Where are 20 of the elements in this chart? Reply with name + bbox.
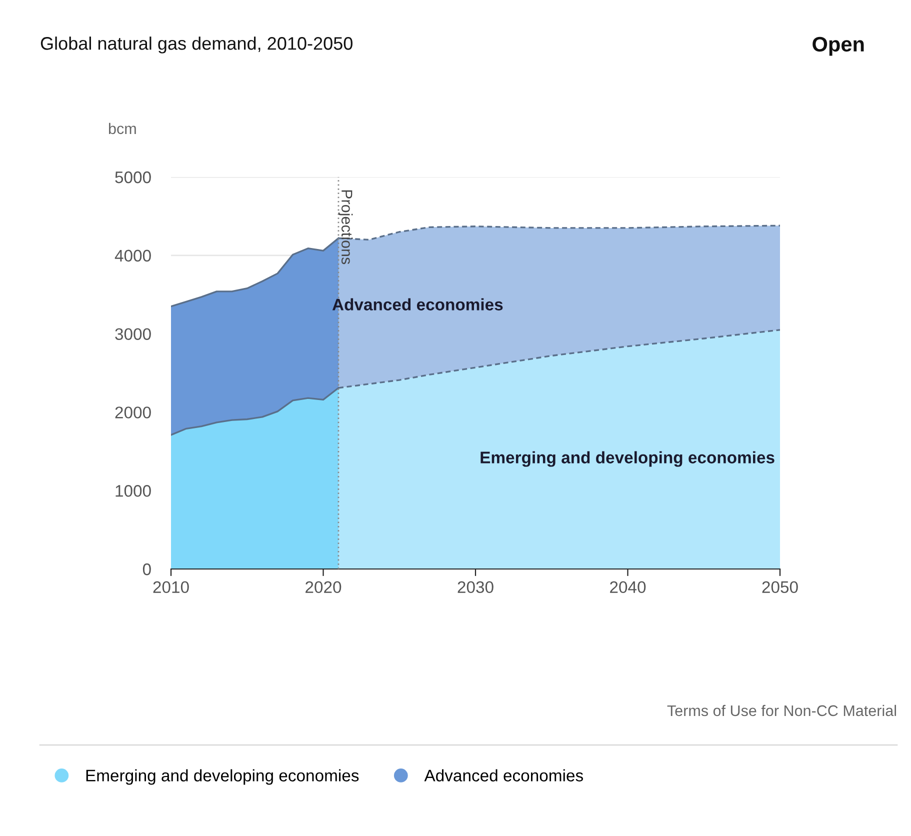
legend-label: Emerging and developing economies <box>86 769 359 785</box>
y-tick-label: 2000 <box>115 406 151 418</box>
annotation: Advanced economies <box>332 298 503 310</box>
y-tick-label: 5000 <box>115 171 151 184</box>
ref-line-label: Projections <box>338 190 353 264</box>
chart-title: Global natural gas demand, 2010-2050 <box>40 36 352 54</box>
y-tick-label: 4000 <box>114 250 151 262</box>
x-tick-label: 2020 <box>306 581 342 594</box>
text: Open <box>812 36 864 56</box>
text: Terms of Use for Non-CC Material <box>667 704 896 716</box>
y-tick-label: 3000 <box>115 328 151 340</box>
x-tick-label: 2050 <box>762 581 798 594</box>
x-tick-label: 2030 <box>458 581 494 594</box>
legend-label: Advanced economies <box>424 769 583 782</box>
y-axis-title: bcm <box>108 122 136 134</box>
x-tick-label: 2040 <box>610 581 646 594</box>
y-tick-label: 1000 <box>116 485 151 497</box>
annotation: Emerging and developing economies <box>480 451 774 467</box>
x-tick-label: 2010 <box>153 581 189 594</box>
y-tick-label: 0 <box>142 563 151 576</box>
